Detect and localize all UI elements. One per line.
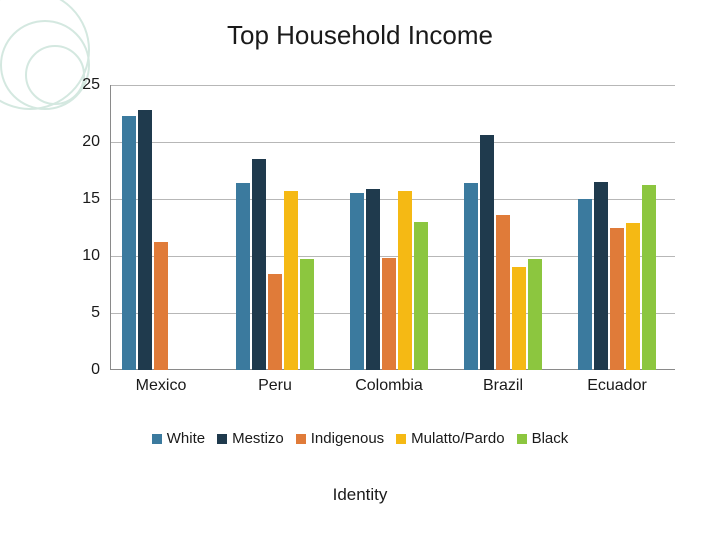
legend-item: Mestizo: [217, 430, 284, 447]
bar-chart: 0510152025MexicoPeruColombiaBrazilEcuado…: [75, 85, 675, 405]
x-tick-label: Colombia: [355, 377, 423, 395]
legend: White Mestizo Indigenous Mulatto/Pardo Black: [0, 430, 720, 449]
plot-area: [110, 85, 675, 370]
bar: [138, 110, 152, 370]
legend-swatch: [396, 434, 406, 444]
bar-group: [122, 85, 200, 370]
legend-item: Indigenous: [296, 430, 384, 447]
y-tick-label: 20: [82, 133, 100, 151]
legend-label: Mestizo: [232, 430, 284, 447]
bar: [382, 258, 396, 370]
bar: [642, 185, 656, 370]
bar: [594, 182, 608, 370]
bar-group: [464, 85, 542, 370]
bar: [626, 223, 640, 370]
bar: [464, 183, 478, 370]
bar: [350, 193, 364, 370]
y-tick-label: 10: [82, 247, 100, 265]
bar-group: [578, 85, 656, 370]
legend-item: Mulatto/Pardo: [396, 430, 504, 447]
bar: [122, 116, 136, 370]
bar: [366, 189, 380, 370]
bar: [236, 183, 250, 370]
y-tick-label: 15: [82, 190, 100, 208]
bar: [398, 191, 412, 370]
bar: [252, 159, 266, 370]
x-axis-title: Identity: [0, 485, 720, 505]
legend-item: White: [152, 430, 205, 447]
bar: [300, 259, 314, 370]
legend-label: White: [167, 430, 205, 447]
legend-swatch: [517, 434, 527, 444]
bar: [414, 222, 428, 370]
legend-label: Black: [532, 430, 569, 447]
bar: [268, 274, 282, 370]
bar: [284, 191, 298, 370]
y-tick-label: 25: [82, 76, 100, 94]
x-tick-label: Brazil: [483, 377, 523, 395]
bar: [480, 135, 494, 370]
y-tick-label: 5: [91, 304, 100, 322]
x-tick-label: Ecuador: [587, 377, 647, 395]
y-tick-label: 0: [91, 361, 100, 379]
x-tick-label: Mexico: [136, 377, 187, 395]
chart-title: Top Household Income: [0, 20, 720, 51]
bar: [610, 228, 624, 371]
legend-swatch: [152, 434, 162, 444]
y-axis-line: [110, 85, 111, 370]
bar-group: [236, 85, 314, 370]
x-tick-label: Peru: [258, 377, 292, 395]
legend-item: Black: [517, 430, 569, 447]
legend-label: Indigenous: [311, 430, 384, 447]
bar-group: [350, 85, 428, 370]
legend-swatch: [296, 434, 306, 444]
legend-swatch: [217, 434, 227, 444]
bar: [528, 259, 542, 370]
bar: [578, 199, 592, 370]
bar: [154, 242, 168, 370]
legend-label: Mulatto/Pardo: [411, 430, 504, 447]
bar: [496, 215, 510, 370]
bar: [512, 267, 526, 370]
